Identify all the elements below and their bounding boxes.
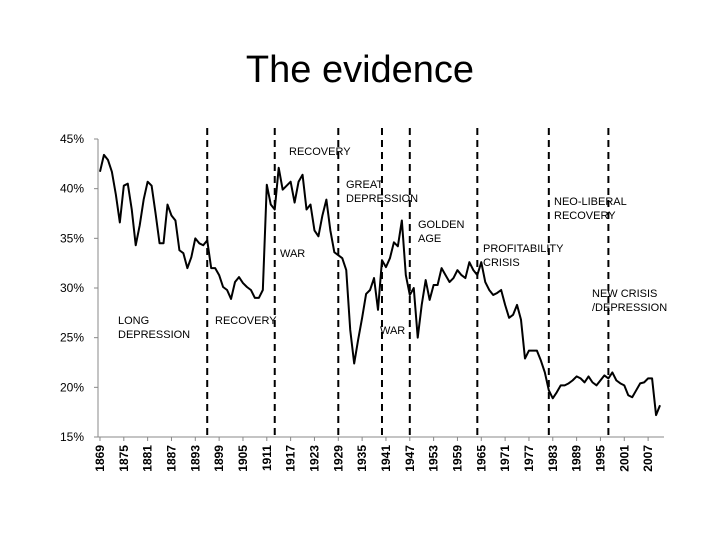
x-tick-label: 1971 [498,445,512,472]
annotation: RECOVERY [215,315,277,327]
x-tick-label: 1959 [450,445,464,472]
annotation-line: RECOVERY [215,315,277,327]
annotation: NEO-LIBERAL RECOVERY [554,196,627,222]
x-tick-label: 1917 [284,445,298,472]
annotation: GOLDEN AGE [418,219,465,245]
annotation: PROFITABILITY CRISIS [483,243,564,269]
x-tick-label: 1965 [474,445,488,472]
x-tick-label: 1905 [236,445,250,472]
annotation: RECOVERY [289,146,351,158]
x-tick-label: 1869 [93,445,107,472]
annotation: NEW CRISIS/DEPRESSION [592,288,667,314]
x-tick-label: 1989 [570,445,584,472]
y-tick-label: 20% [60,380,84,394]
x-tick-label: 2007 [641,445,655,472]
x-tick-label: 1983 [546,445,560,472]
x-tick-label: 1923 [307,445,321,472]
y-tick-label: 30% [60,281,84,295]
y-tick-label: 45% [60,132,84,146]
annotation-line: DEPRESSION [118,329,190,341]
annotation-line: GOLDEN [418,219,465,231]
x-tick-label: 1881 [141,445,155,472]
annotation-line: RECOVERY [554,210,616,222]
x-tick-label: 1953 [427,445,441,472]
y-tick-label: 25% [60,331,84,345]
annotation-line: WAR [280,248,305,260]
x-tick-label: 1935 [355,445,369,472]
x-tick-label: 1941 [379,445,393,472]
x-tick-label: 1947 [403,445,417,472]
x-tick-label: 1977 [522,445,536,472]
annotation-line: NEO-LIBERAL [554,196,627,208]
y-tick-label: 15% [60,430,84,444]
x-tick-label: 1893 [188,445,202,472]
x-tick-label: 1911 [260,445,274,471]
annotation-line: RECOVERY [289,146,351,158]
annotation-line: CRISIS [483,257,520,269]
annotation-line: WAR [380,325,405,337]
x-tick-label: 1929 [331,445,345,472]
annotation: GREAT DEPRESSION [346,179,418,205]
annotation: WAR [280,248,305,260]
annotation-line: AGE [418,233,441,245]
annotation: LONG DEPRESSION [118,315,190,341]
x-tick-label: 1887 [164,445,178,472]
y-tick-label: 35% [60,231,84,245]
y-tick-label: 40% [60,182,84,196]
annotation-line: GREAT [346,179,383,191]
annotation-line: /DEPRESSION [592,302,667,314]
x-tick-label: 1995 [593,445,607,472]
annotation-line: NEW CRISIS [592,288,657,300]
x-tick-label: 2001 [617,445,631,472]
x-tick-label: 1899 [212,445,226,472]
x-tick-label: 1875 [117,445,131,472]
data-line [98,153,661,417]
annotation: WAR [380,325,405,337]
annotation-line: DEPRESSION [346,193,418,205]
annotation-line: PROFITABILITY [483,243,564,255]
chart-title: The evidence [246,49,474,91]
annotation-line: LONG [118,315,149,327]
